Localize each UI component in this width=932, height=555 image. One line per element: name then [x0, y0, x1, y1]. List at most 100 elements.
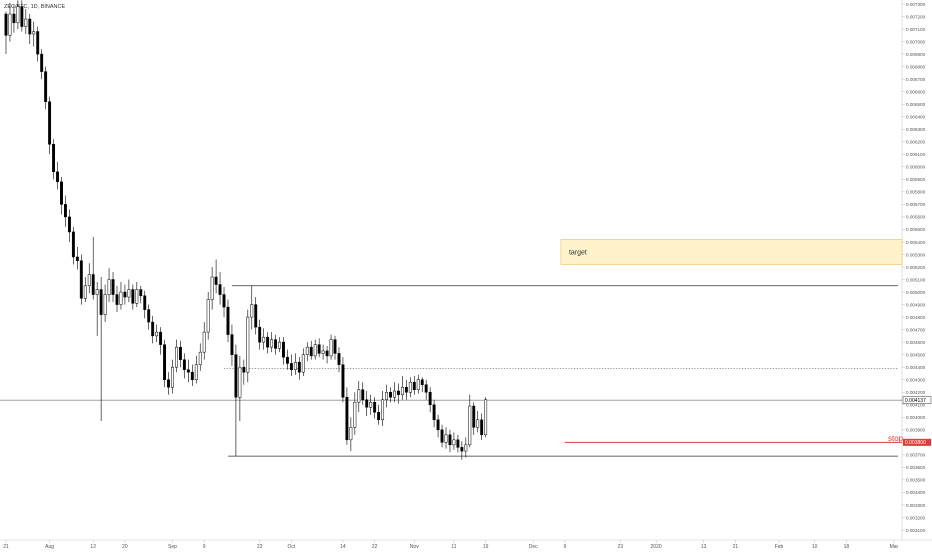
candle[interactable] — [28, 14, 32, 45]
candle[interactable] — [385, 384, 388, 408]
candle[interactable] — [456, 434, 460, 453]
candle[interactable] — [159, 327, 163, 355]
candle[interactable] — [468, 394, 472, 448]
candle[interactable] — [270, 332, 274, 353]
candle[interactable] — [56, 161, 59, 190]
candle[interactable] — [452, 432, 456, 450]
candle[interactable] — [432, 399, 436, 428]
candle[interactable] — [472, 402, 476, 435]
candle[interactable] — [321, 344, 325, 360]
candle[interactable] — [242, 359, 246, 385]
candle[interactable] — [115, 285, 119, 313]
candle[interactable] — [341, 357, 345, 403]
candle[interactable] — [369, 394, 373, 415]
candle[interactable] — [20, 0, 24, 32]
candle[interactable] — [377, 404, 381, 425]
candle[interactable] — [171, 359, 174, 394]
candle[interactable] — [119, 282, 123, 310]
candle[interactable] — [99, 277, 103, 422]
candle[interactable] — [329, 334, 333, 360]
candle[interactable] — [428, 387, 432, 413]
candle[interactable] — [202, 322, 206, 360]
candle[interactable] — [222, 287, 226, 318]
candle[interactable] — [103, 284, 107, 323]
candle[interactable] — [210, 267, 214, 310]
candle[interactable] — [305, 342, 309, 361]
candle[interactable] — [226, 299, 230, 343]
candle[interactable] — [274, 334, 278, 355]
candle[interactable] — [309, 340, 313, 360]
candle[interactable] — [400, 375, 404, 400]
candle[interactable] — [301, 348, 305, 376]
candle[interactable] — [151, 315, 155, 344]
candle[interactable] — [250, 285, 254, 330]
candle[interactable] — [91, 236, 95, 300]
candle[interactable] — [440, 424, 444, 448]
candle[interactable] — [198, 343, 202, 371]
candle[interactable] — [147, 304, 151, 330]
candle[interactable] — [95, 282, 99, 336]
candle[interactable] — [416, 374, 420, 394]
candle[interactable] — [107, 268, 111, 303]
candle[interactable] — [111, 272, 115, 303]
candle[interactable] — [67, 209, 71, 242]
candle[interactable] — [464, 437, 468, 458]
candle[interactable] — [258, 319, 262, 350]
candle[interactable] — [420, 377, 424, 393]
candle[interactable] — [230, 324, 234, 366]
candle[interactable] — [448, 429, 452, 453]
candles[interactable] — [4, 0, 488, 460]
candle[interactable] — [357, 380, 361, 413]
candle[interactable] — [60, 176, 63, 215]
candle[interactable] — [16, 0, 20, 30]
candle[interactable] — [262, 328, 266, 350]
candle[interactable] — [8, 2, 12, 42]
candle[interactable] — [361, 382, 365, 405]
candle[interactable] — [317, 338, 321, 358]
candle[interactable] — [365, 390, 369, 417]
candle[interactable] — [131, 284, 135, 310]
candle[interactable] — [163, 339, 167, 388]
candle[interactable] — [238, 355, 242, 422]
candle[interactable] — [40, 49, 44, 80]
candle[interactable] — [393, 382, 396, 403]
candle[interactable] — [460, 441, 464, 460]
candle[interactable] — [182, 353, 186, 379]
candle[interactable] — [135, 282, 139, 308]
candle[interactable] — [278, 337, 281, 353]
candle[interactable] — [424, 379, 428, 400]
candle[interactable] — [476, 411, 480, 433]
candle[interactable] — [297, 357, 301, 380]
candle[interactable] — [4, 11, 8, 55]
candle[interactable] — [349, 417, 353, 452]
candle[interactable] — [178, 340, 182, 368]
candle[interactable] — [412, 375, 416, 395]
candle[interactable] — [190, 364, 194, 386]
candle[interactable] — [313, 339, 317, 360]
candle[interactable] — [282, 337, 285, 365]
candle[interactable] — [139, 285, 143, 304]
candle[interactable] — [36, 26, 40, 62]
candle[interactable] — [32, 21, 36, 47]
candle[interactable] — [484, 397, 488, 438]
candle[interactable] — [246, 309, 250, 383]
candle[interactable] — [218, 272, 222, 305]
candle[interactable] — [79, 254, 83, 305]
candle[interactable] — [444, 427, 448, 449]
candle[interactable] — [52, 139, 56, 180]
candle[interactable] — [44, 66, 48, 110]
candle[interactable] — [186, 359, 190, 383]
candle[interactable] — [293, 353, 297, 375]
candle[interactable] — [289, 354, 293, 376]
candle[interactable] — [167, 372, 170, 395]
candle[interactable] — [254, 297, 258, 335]
candle[interactable] — [480, 413, 484, 440]
candle[interactable] — [396, 383, 400, 404]
candle[interactable] — [214, 259, 218, 294]
candle[interactable] — [155, 324, 159, 343]
candle[interactable] — [353, 392, 357, 435]
candle[interactable] — [285, 349, 289, 370]
candle[interactable] — [194, 355, 198, 384]
candle[interactable] — [64, 195, 67, 227]
